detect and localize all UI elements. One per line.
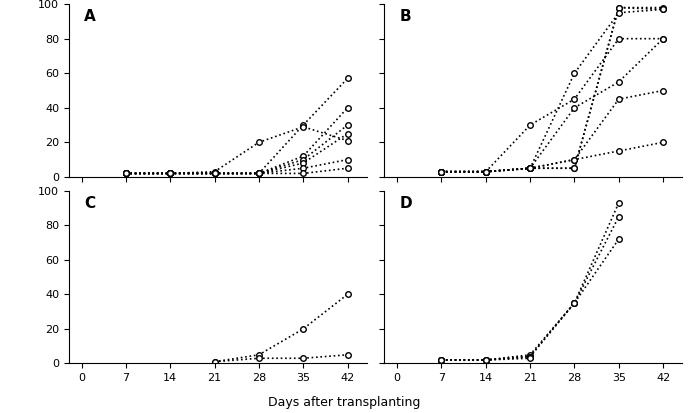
Text: A: A <box>84 9 96 24</box>
Text: D: D <box>400 196 412 211</box>
Text: C: C <box>84 196 95 211</box>
Text: Days after transplanting: Days after transplanting <box>268 396 421 409</box>
Text: B: B <box>400 9 411 24</box>
